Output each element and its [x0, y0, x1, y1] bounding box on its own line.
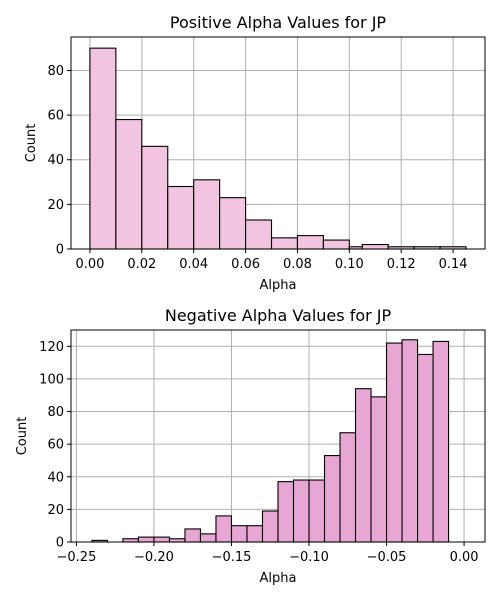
histogram-bar — [270, 237, 299, 250]
y-tick-label: 20 — [47, 503, 64, 518]
y-tick-label: 60 — [47, 109, 64, 124]
x-tick-label: 0.00 — [450, 550, 479, 565]
chart-title: Positive Alpha Values for JP — [170, 13, 387, 32]
histogram-bar — [193, 179, 221, 250]
x-tick-label: 0.04 — [179, 257, 208, 272]
y-tick-label: 80 — [47, 405, 64, 420]
y-tick-label: 80 — [47, 64, 64, 79]
histogram-bar — [385, 342, 403, 543]
histogram-bar — [167, 185, 195, 250]
y-tick-label: 40 — [47, 470, 64, 485]
histogram-bar — [277, 481, 295, 543]
histogram-bar — [245, 219, 273, 250]
y-tick-label: 40 — [47, 153, 64, 168]
histogram-bar — [199, 533, 217, 543]
histogram-bar — [417, 353, 434, 543]
x-tick-label: −0.05 — [367, 550, 407, 565]
y-axis-label: Count — [15, 417, 30, 456]
x-tick-label: 0.12 — [387, 257, 416, 272]
histogram-bar — [89, 47, 117, 250]
histogram-bar — [354, 388, 372, 543]
histogram-bar — [215, 515, 233, 543]
y-tick-label: 120 — [39, 340, 64, 355]
histogram-bar — [361, 243, 389, 250]
histogram-bar — [246, 525, 264, 543]
histogram-bar — [184, 528, 202, 543]
histogram-bar — [370, 396, 388, 543]
y-axis-label: Count — [24, 124, 39, 163]
histogram-bar — [153, 536, 171, 543]
negative-alpha-histogram: −0.25 −0.20 −0.15 −0.10 −0.05 0.00 0 20 40 60 80 10… — [15, 306, 486, 586]
positive-alpha-histogram: 0.00 0.02 0.04 0.06 0.08 0.10 0.12 0.14 0 20 40 60 8… — [24, 13, 486, 293]
histogram-bar — [115, 119, 143, 250]
x-tick-label: −0.10 — [289, 550, 329, 565]
axes-frame — [70, 329, 486, 543]
histogram-bar — [339, 432, 357, 543]
histogram-bar — [308, 479, 326, 543]
histogram-bar — [401, 339, 419, 543]
y-tick-label: 0 — [56, 536, 64, 551]
histogram-bar — [230, 525, 248, 543]
x-tick-label: −0.20 — [134, 550, 174, 565]
histogram-bar — [296, 235, 324, 250]
histogram-bar — [292, 479, 310, 543]
histogram-bar — [323, 455, 341, 543]
x-tick-label: 0.02 — [127, 257, 156, 272]
x-tick-label: 0.06 — [231, 257, 260, 272]
x-tick-label: 0.14 — [439, 257, 468, 272]
axes-frame — [70, 36, 486, 250]
y-tick-label: 0 — [56, 243, 64, 258]
x-axis-label: Alpha — [260, 278, 297, 293]
y-tick-label: 20 — [47, 198, 64, 213]
x-tick-label: −0.15 — [212, 550, 252, 565]
histogram-bar — [322, 239, 350, 250]
y-tick-label: 60 — [47, 438, 64, 453]
histogram-bar — [141, 145, 169, 250]
histogram-bar — [432, 340, 450, 543]
histogram-bar — [261, 510, 279, 543]
x-tick-label: 0.08 — [283, 257, 312, 272]
x-axis-label: Alpha — [260, 571, 297, 586]
x-tick-label: 0.10 — [335, 257, 364, 272]
x-tick-label: −0.25 — [57, 550, 97, 565]
chart-title: Negative Alpha Values for JP — [165, 306, 392, 325]
y-tick-label: 100 — [39, 372, 64, 387]
histogram-bar — [137, 536, 155, 543]
x-tick-label: 0.00 — [75, 257, 104, 272]
histogram-bar — [219, 197, 247, 250]
